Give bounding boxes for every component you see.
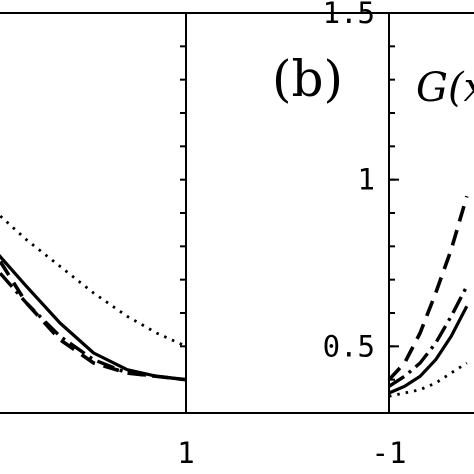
- x-tick-label: 1: [177, 436, 194, 470]
- x-tick-label: 0.5: [0, 436, 2, 470]
- series-line-dashed: [387, 195, 469, 381]
- x-tick-label: -1: [372, 436, 407, 470]
- panel-a: 0.51: [0, 12, 474, 470]
- series-line-dashdot: [388, 285, 469, 388]
- y-tick-label: 0.5: [323, 329, 375, 363]
- series-line-dashdot: [0, 270, 187, 382]
- series-line-solid: [0, 253, 187, 382]
- panel-b-function-label: G(x: [416, 65, 474, 111]
- series-line-dotted: [0, 213, 187, 348]
- panel-b-label: (b): [272, 50, 343, 108]
- series-line-dashed: [0, 257, 187, 382]
- series-line-dotted: [388, 361, 468, 398]
- series-line-solid: [388, 305, 469, 395]
- y-tick-label: 1: [358, 163, 375, 197]
- y-tick-label: 1.5: [323, 0, 375, 30]
